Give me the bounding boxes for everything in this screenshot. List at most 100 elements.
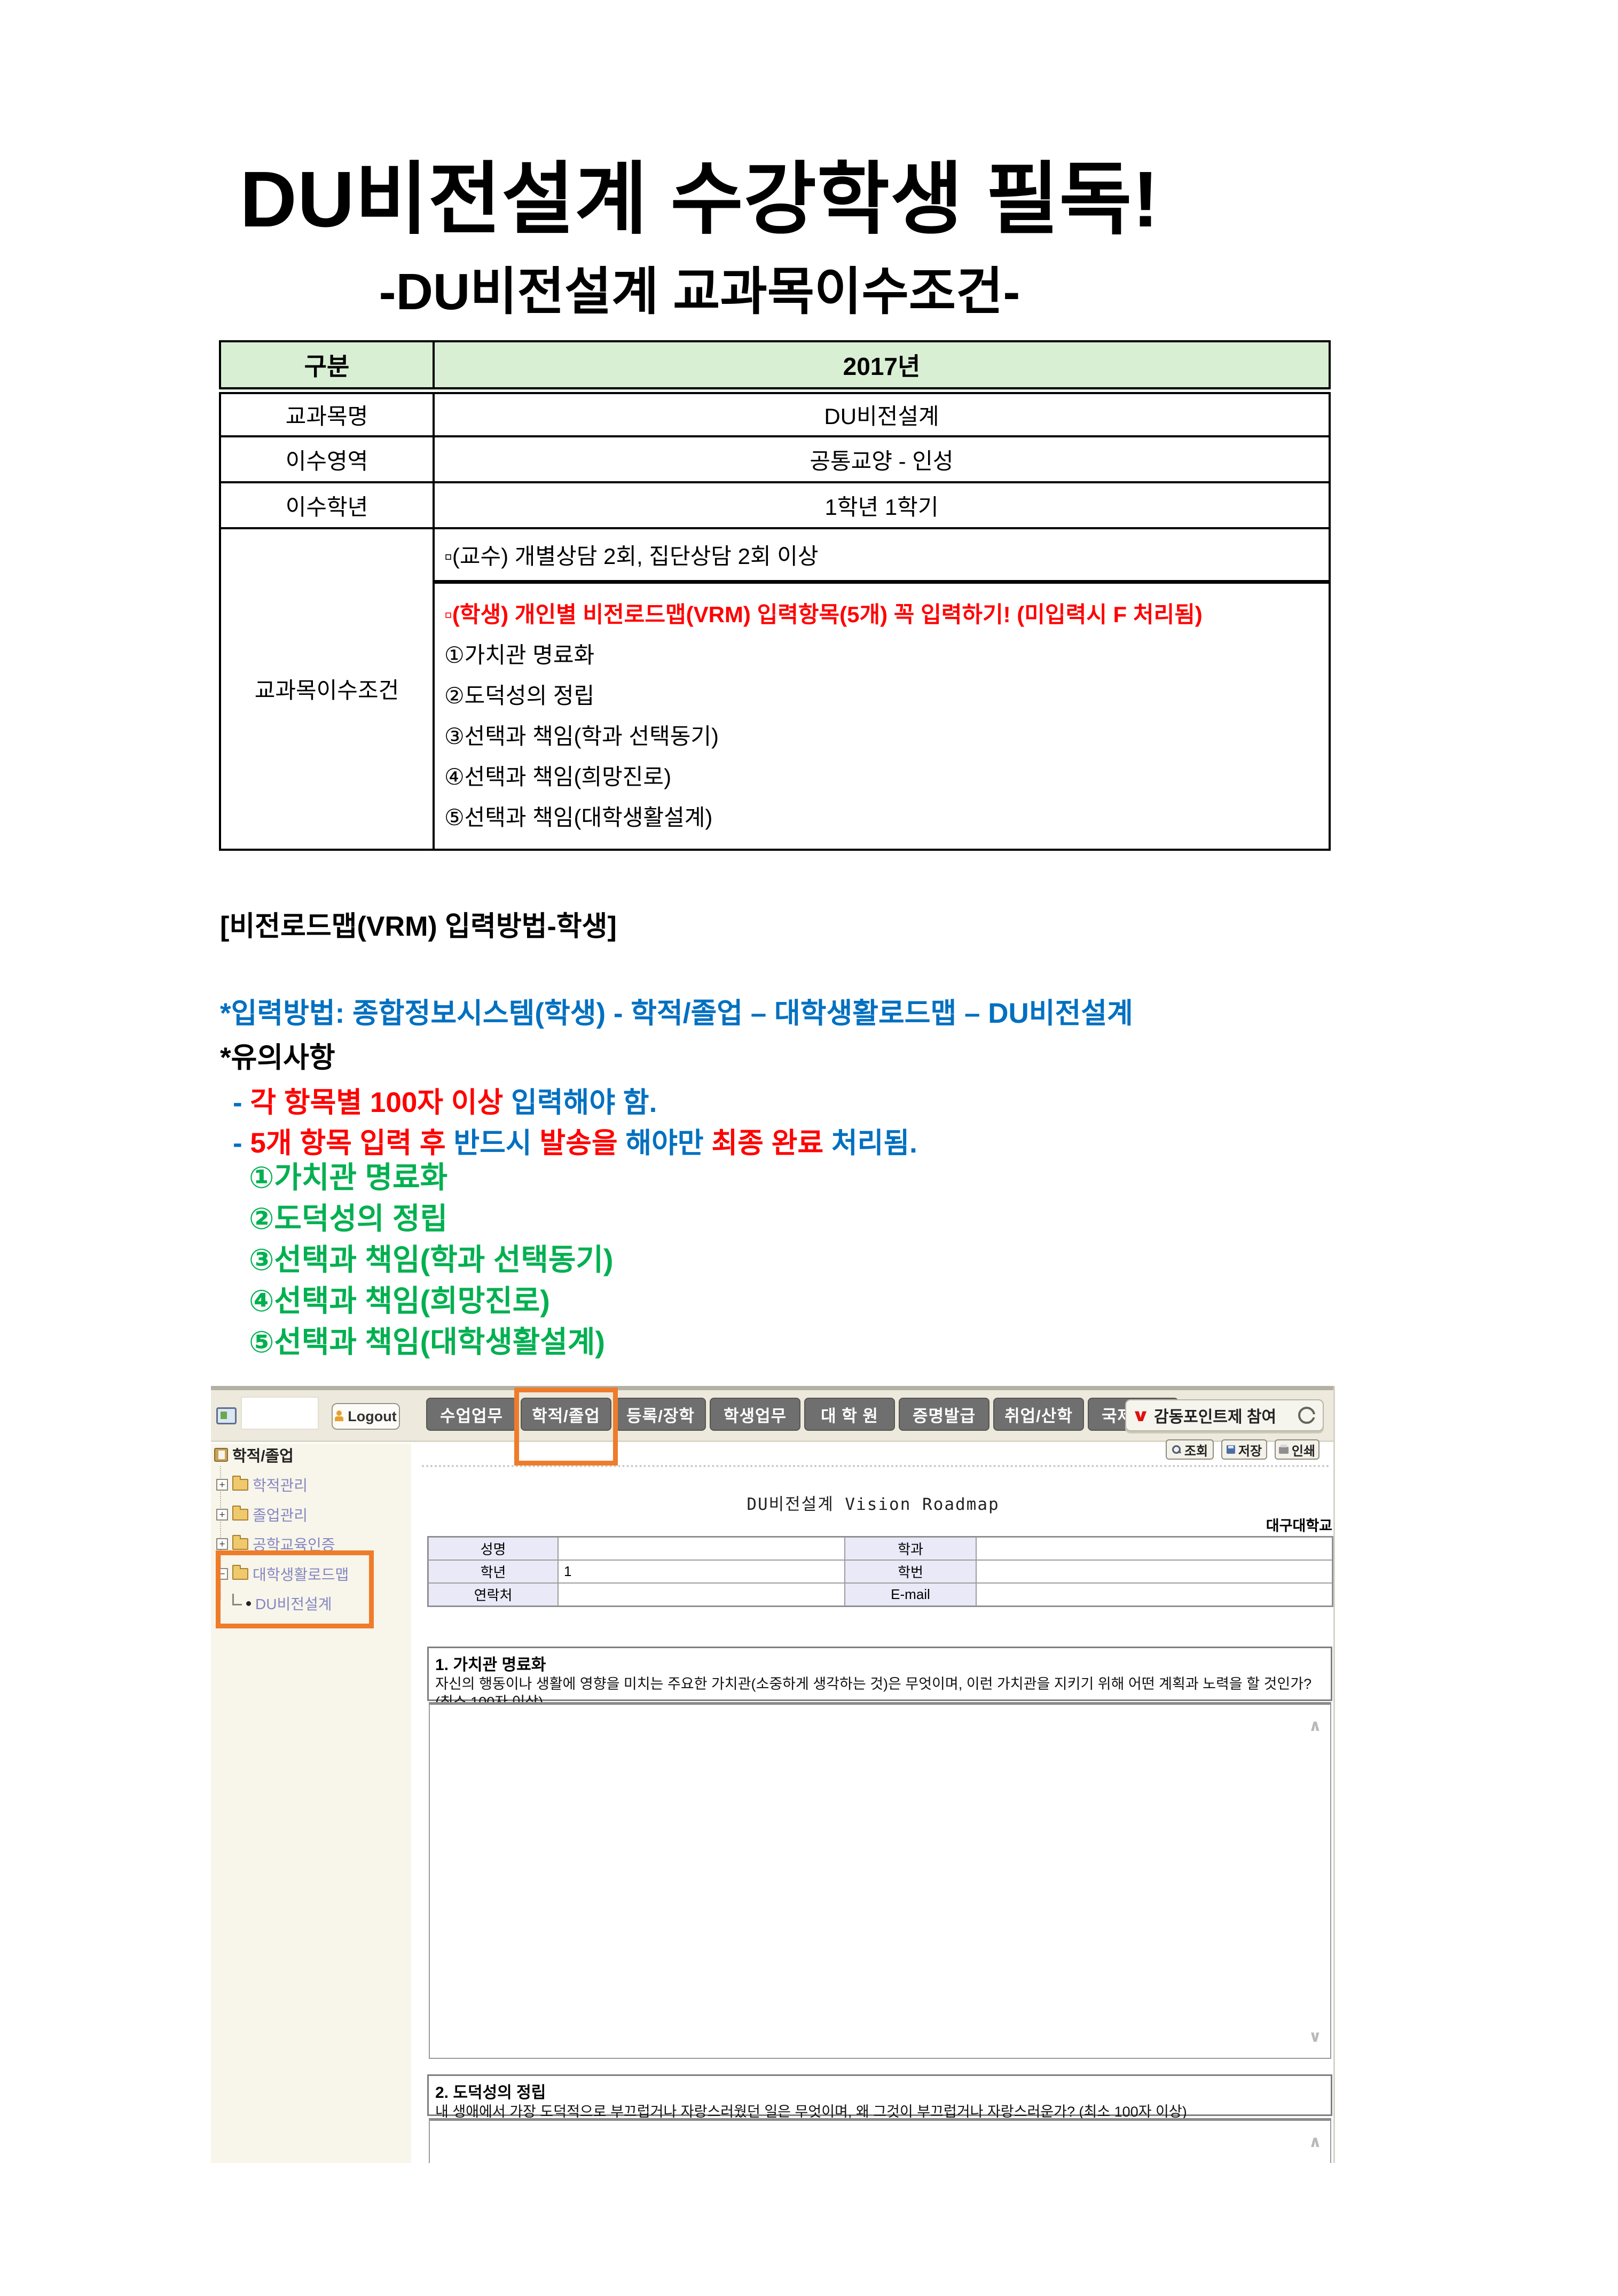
tree-item-records-mgmt[interactable]: + 학적관리 — [216, 1476, 308, 1494]
section-1-header: 1. 가치관 명료화 자신의 행동이나 생활에 영향을 미치는 주요한 가치관(… — [427, 1647, 1332, 1710]
person-icon — [335, 1410, 344, 1422]
row-value-area: 공통교양 - 인성 — [433, 435, 1331, 483]
dept-label: 학과 — [845, 1537, 976, 1560]
dept-field[interactable] — [976, 1537, 1332, 1560]
grade-field[interactable]: 1 — [558, 1560, 845, 1583]
input-method-line: *입력방법: 종합정보시스템(학생) - 학적/졸업 – 대학생활로드맵 – D… — [220, 998, 1133, 1029]
floppy-icon — [1226, 1445, 1235, 1454]
email-field[interactable] — [976, 1583, 1332, 1606]
caution-line-2: - 5개 항목 입력 후 반드시 발송을 해야만 최종 완료 처리됨. — [233, 1127, 917, 1159]
menu-tab-grad-school[interactable]: 대 학 원 — [804, 1398, 895, 1431]
expand-plus-icon[interactable]: + — [216, 1509, 228, 1521]
search-icon — [1172, 1445, 1181, 1454]
section-1-textarea[interactable]: ∧ ∨ — [429, 1702, 1331, 2059]
row-value-subject: DU비전설계 — [433, 389, 1331, 437]
user-id-box[interactable] — [241, 1397, 319, 1430]
contact-field[interactable] — [558, 1583, 845, 1606]
university-name: 대구대학교 — [1266, 1518, 1332, 1534]
save-button[interactable]: 저장 — [1221, 1439, 1267, 1460]
refresh-circle-icon — [1298, 1407, 1315, 1424]
tree-item-life-roadmap[interactable]: − 대학생활로드맵 — [216, 1565, 349, 1583]
student-id-label: 학번 — [845, 1560, 976, 1583]
folder-open-icon — [232, 1565, 248, 1580]
row-label-area: 이수영역 — [219, 435, 435, 483]
tree-leaf-du-vision[interactable]: DU비전설계 — [232, 1594, 332, 1612]
row-label-subject: 교과목명 — [219, 389, 435, 437]
green-item-4: ④선택과 책임(희망진로) — [249, 1284, 550, 1318]
query-button[interactable]: 조회 — [1166, 1439, 1214, 1460]
section-2-description: 내 생애에서 가장 도덕적으로 부끄럽거나 자랑스러웠던 일은 무엇이며, 왜 … — [435, 2104, 1187, 2120]
caution-heading: *유의사항 — [220, 1042, 335, 1073]
logout-button[interactable]: Logout — [332, 1403, 400, 1430]
condition-item: ③선택과 책임(학과 선택동기) — [444, 723, 719, 749]
table-header-category: 구분 — [219, 340, 435, 394]
tree-connector-line — [220, 1466, 221, 1600]
condition-professor-line: ▫(교수) 개별상담 2회, 집단상담 2회 이상 — [433, 527, 1331, 584]
section-1-title: 1. 가치관 명료화 — [435, 1656, 546, 1674]
system-screenshot: Logout 수업업무 학적/졸업 등록/장학 학생업무 대 학 원 증명발급 … — [211, 1386, 1335, 2163]
doc-title: DU비전설계 수강학생 필독! — [240, 155, 1159, 244]
name-field[interactable] — [558, 1537, 845, 1560]
highlight-box-tree — [216, 1550, 374, 1628]
condition-table: 구분 2017년 교과목명 DU비전설계 이수영역 공통교양 - 인성 이수학년… — [219, 340, 1331, 851]
tree-item-graduation-mgmt[interactable]: + 졸업관리 — [216, 1506, 308, 1524]
condition-item: ⑤선택과 책임(대학생활설계) — [444, 804, 713, 830]
printer-icon — [1278, 1445, 1289, 1454]
tree-item-engineering-cert[interactable]: + 공학교육인증 — [216, 1535, 335, 1553]
condition-student-cell: ▫(학생) 개인별 비전로드맵(VRM) 입력항목(5개) 꼭 입력하기! (미… — [433, 581, 1331, 851]
grade-label: 학년 — [428, 1560, 558, 1583]
green-item-3: ③선택과 책임(학과 선택동기) — [249, 1243, 614, 1276]
folder-icon — [232, 1535, 248, 1550]
scroll-down-icon[interactable]: ∨ — [1308, 2028, 1322, 2046]
section-2-textarea[interactable]: ∧ — [429, 2118, 1331, 2163]
row-label-year: 이수학년 — [219, 481, 435, 529]
condition-item: ①가치관 명료화 — [444, 642, 595, 668]
green-item-1: ①가치관 명료화 — [249, 1161, 448, 1194]
sidebar — [211, 1444, 411, 2163]
folder-icon — [232, 1476, 248, 1491]
doc-subtitle: -DU비전설계 교과목이수조건- — [379, 263, 1020, 320]
bullet-icon — [246, 1601, 251, 1606]
table-header-year: 2017년 — [433, 340, 1331, 394]
condition-item: ②도덕성의 정립 — [444, 683, 595, 708]
green-item-5: ⑤선택과 책임(대학생활설계) — [249, 1325, 605, 1359]
name-label: 성명 — [428, 1537, 558, 1560]
point-system-button[interactable]: ∨ 감동포인트제 참여 — [1125, 1399, 1324, 1431]
student-id-field[interactable] — [976, 1560, 1332, 1583]
logout-label: Logout — [348, 1408, 397, 1424]
top-strip — [211, 1386, 1333, 1390]
email-label: E-mail — [845, 1583, 976, 1606]
tree-root[interactable]: 학적/졸업 — [214, 1446, 294, 1465]
section-2-header: 2. 도덕성의 정립 내 생애에서 가장 도덕적으로 부끄럽거나 자랑스러웠던 … — [427, 2074, 1332, 2120]
print-button[interactable]: 인쇄 — [1275, 1439, 1319, 1460]
folder-icon — [232, 1506, 248, 1521]
row-label-condition: 교과목이수조건 — [219, 527, 435, 851]
monitor-icon — [216, 1407, 237, 1424]
expand-plus-icon[interactable]: + — [216, 1479, 228, 1491]
clipboard-icon — [214, 1448, 228, 1462]
highlight-box-menu — [514, 1388, 618, 1466]
student-info-form: 성명 학과 학년 1 학번 연락처 E-mail — [427, 1536, 1333, 1607]
caution-line-1: - 각 항목별 100자 이상 입력해야 함. — [233, 1087, 657, 1118]
menu-tab-certificates[interactable]: 증명발급 — [899, 1398, 989, 1431]
dotted-divider — [422, 1465, 1330, 1467]
condition-student-warning: ▫(학생) 개인별 비전로드맵(VRM) 입력항목(5개) 꼭 입력하기! (미… — [444, 601, 1203, 627]
section-2-title: 2. 도덕성의 정립 — [435, 2084, 546, 2102]
scroll-up-icon[interactable]: ∧ — [1308, 2133, 1322, 2151]
menu-tab-student-work[interactable]: 학생업무 — [710, 1398, 800, 1431]
point-system-label: 감동포인트제 참여 — [1153, 1408, 1277, 1426]
tree-elbow-connector — [232, 1594, 242, 1605]
menu-tab-employment[interactable]: 취업/산학 — [993, 1398, 1084, 1431]
page-title: DU비전설계 Vision Roadmap — [747, 1495, 1000, 1514]
menu-tab-records[interactable]: 학적/졸업 — [521, 1398, 611, 1431]
condition-item: ④선택과 책임(희망진로) — [444, 764, 672, 789]
vrm-method-heading: [비전로드맵(VRM) 입력방법-학생] — [220, 911, 617, 942]
expand-plus-icon[interactable]: + — [216, 1538, 228, 1550]
green-item-2: ②도덕성의 정립 — [249, 1202, 448, 1235]
contact-label: 연락처 — [428, 1583, 558, 1606]
red-chevron-icon: ∨ — [1131, 1406, 1150, 1425]
menu-tab-class-work[interactable]: 수업업무 — [426, 1398, 517, 1431]
scroll-up-icon[interactable]: ∧ — [1308, 1717, 1322, 1735]
menu-tab-registration[interactable]: 등록/장학 — [615, 1398, 706, 1431]
